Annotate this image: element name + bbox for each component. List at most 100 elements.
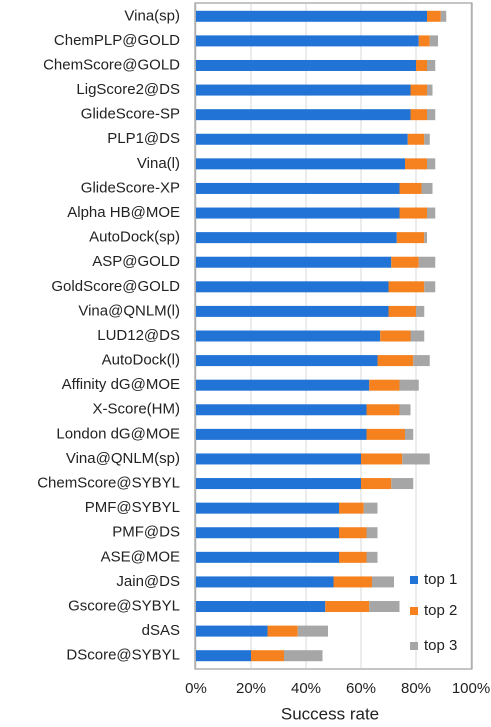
bar-segment — [339, 527, 367, 539]
bar-segment — [196, 527, 339, 539]
bar-segment — [377, 355, 414, 367]
y-tick-label: Gscore@SYBYL — [68, 597, 180, 614]
y-tick-label: Vina@QNLM(l) — [78, 302, 180, 319]
bar-segment — [388, 281, 425, 293]
y-tick-label: AutoDock(sp) — [89, 229, 180, 246]
bar-segment — [405, 158, 427, 170]
bar-segment — [196, 576, 334, 588]
legend-swatch — [410, 607, 418, 615]
plot-frame — [194, 2, 473, 670]
bar-segment — [196, 428, 367, 440]
bar-segment — [427, 158, 436, 170]
x-tick-label: 100% — [452, 680, 490, 697]
bar-segment — [405, 428, 414, 440]
bar-segment — [196, 355, 378, 367]
bar-segment — [196, 10, 427, 22]
x-axis-title: Success rate — [281, 704, 379, 723]
bar-segment — [196, 601, 326, 613]
x-tick-label: 40% — [291, 680, 321, 697]
bar-segment — [251, 650, 284, 662]
legend-swatch — [410, 642, 418, 650]
bar-segment — [196, 379, 370, 391]
y-tick-label: Vina(sp) — [124, 7, 180, 24]
legend-label: top 3 — [424, 637, 457, 654]
bar-segment — [196, 232, 397, 244]
x-tick-label: 20% — [236, 680, 266, 697]
bar-segment — [427, 84, 433, 96]
bar-segment — [440, 10, 447, 22]
bar-segment — [363, 502, 378, 514]
bar-segment — [402, 453, 430, 465]
y-tick-label: LigScore2@DS — [76, 81, 180, 98]
y-tick-label: DScore@SYBYL — [66, 647, 180, 664]
bar-segment — [388, 305, 416, 317]
x-tick-label: 60% — [346, 680, 376, 697]
bar-segment — [196, 158, 405, 170]
y-tick-label: GlideScore-SP — [81, 106, 180, 123]
bar-segment — [196, 256, 392, 268]
bar-segment — [416, 59, 427, 71]
bar-segment — [366, 551, 378, 563]
bar-segment — [339, 551, 367, 563]
legend-label: top 2 — [424, 602, 457, 619]
bar-segment — [196, 551, 339, 563]
y-tick-label: GlideScore-XP — [81, 179, 180, 196]
bar-segment — [391, 256, 419, 268]
bar-segment — [424, 133, 430, 145]
bar-segment — [407, 133, 425, 145]
y-tick-label: Alpha HB@MOE — [67, 204, 180, 221]
bar-segment — [196, 453, 361, 465]
y-tick-label: PMF@SYBYL — [85, 499, 180, 516]
bar-segment — [196, 182, 400, 194]
bar-segment — [196, 281, 389, 293]
bar-segment — [427, 10, 441, 22]
bar-segment — [427, 59, 436, 71]
bar-segment — [399, 207, 427, 219]
y-tick-label: ASP@GOLD — [92, 253, 180, 270]
bar-segment — [196, 502, 339, 514]
bar-segment — [410, 84, 427, 96]
bar-segment — [372, 576, 394, 588]
y-tick-label: ChemScore@SYBYL — [37, 475, 180, 492]
y-tick-label: GoldScore@GOLD — [51, 278, 180, 295]
y-tick-label: ChemScore@GOLD — [43, 56, 180, 73]
y-tick-label: ChemPLP@GOLD — [54, 32, 180, 49]
bar-segment — [339, 502, 364, 514]
x-tick-label: 0% — [185, 680, 207, 697]
bar-segment — [196, 84, 411, 96]
legend-swatch — [410, 576, 418, 584]
bar-segment — [396, 232, 425, 244]
bar-segment — [380, 330, 411, 342]
bar-segment — [333, 576, 372, 588]
bar-segment — [391, 478, 414, 490]
bar-segment — [196, 650, 251, 662]
bar-segment — [196, 133, 408, 145]
y-tick-label: Vina(l) — [137, 155, 180, 172]
bar-segment — [325, 601, 370, 613]
y-tick-label: Vina@QNLM(sp) — [66, 450, 180, 467]
bar-segment — [361, 478, 392, 490]
bar-segment — [369, 601, 400, 613]
bar-segment — [427, 207, 436, 219]
bar-segment — [413, 355, 430, 367]
bar-segment — [366, 404, 400, 416]
bar-segment — [399, 404, 411, 416]
bar-segment — [284, 650, 323, 662]
bar-segment — [196, 478, 361, 490]
bar-segment — [361, 453, 403, 465]
bar-segment — [297, 625, 328, 637]
bar-segment — [366, 527, 378, 539]
y-tick-label: ASE@MOE — [101, 548, 180, 565]
y-tick-label: LUD12@DS — [97, 327, 180, 344]
bar-segment — [196, 404, 367, 416]
y-tick-label: London dG@MOE — [56, 425, 180, 442]
bar-segment — [410, 330, 425, 342]
bar-segment — [424, 281, 436, 293]
bar-segment — [196, 109, 411, 121]
legend-label: top 1 — [424, 571, 457, 588]
bar-segment — [196, 207, 400, 219]
x-tick-label: 80% — [401, 680, 431, 697]
bar-segment — [421, 182, 433, 194]
bar-segment — [196, 59, 416, 71]
